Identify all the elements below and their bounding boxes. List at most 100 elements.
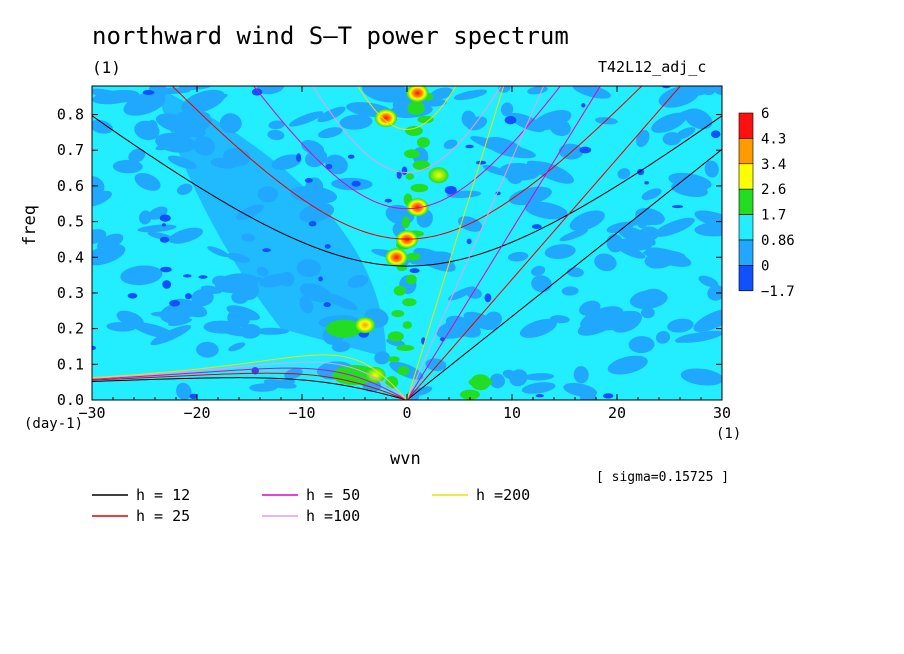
field-patch	[410, 183, 429, 193]
field-patch	[405, 274, 417, 285]
field-patch	[579, 146, 592, 154]
field-patch	[176, 382, 192, 400]
field-patch	[509, 186, 552, 206]
field-patch	[253, 327, 289, 335]
field-patch	[384, 198, 392, 203]
field-patch	[580, 306, 624, 331]
colorbar-swatch	[738, 239, 754, 266]
field-patch	[504, 116, 517, 125]
field-patch	[535, 394, 544, 398]
y-tick-label: 0.6	[57, 177, 84, 195]
field-patch	[403, 149, 420, 159]
dispersion-curve	[92, 361, 408, 400]
spectral-peak	[385, 248, 408, 267]
field-patch	[628, 336, 655, 354]
dispersion-curve	[92, 367, 408, 400]
field-patch	[443, 139, 458, 149]
field-patch	[550, 315, 570, 324]
field-patch	[453, 89, 488, 101]
field-patch	[132, 322, 177, 339]
colorbar-swatch	[738, 163, 754, 190]
legend-label: h = 25	[136, 507, 190, 525]
field-patch	[391, 310, 405, 318]
x-axis-units: (1)	[716, 426, 742, 442]
field-patch	[402, 298, 417, 307]
field-patch	[405, 173, 415, 180]
field-patch	[710, 130, 721, 138]
field-patch	[387, 356, 400, 363]
field-patch	[563, 382, 598, 398]
field-patch	[544, 244, 576, 260]
field-patch	[484, 293, 492, 303]
field-patch	[573, 366, 589, 384]
field-patch	[228, 342, 246, 352]
field-patch	[144, 119, 158, 137]
x-tick-label: −20	[183, 404, 210, 422]
field-patch	[249, 383, 278, 392]
field-patch	[651, 112, 687, 133]
field-patch	[698, 275, 719, 288]
field-patch	[500, 102, 514, 117]
legend-label: h =200	[476, 486, 530, 504]
field-patch	[324, 244, 331, 249]
field-patch	[351, 180, 361, 187]
field-patch	[412, 160, 431, 171]
field-patch	[463, 311, 498, 331]
field-patch	[288, 111, 324, 127]
field-patch	[402, 321, 412, 329]
field-patch	[687, 86, 714, 96]
colorbar-swatch	[738, 112, 754, 139]
spectral-peak	[406, 86, 429, 103]
field-patch	[475, 160, 487, 165]
field-patch	[531, 275, 552, 293]
field-patch	[339, 114, 373, 130]
colorbar-label: 1.7	[761, 208, 786, 224]
field-patch	[671, 205, 684, 209]
spectral-peak	[470, 374, 491, 391]
y-tick-label: 0.3	[57, 284, 84, 302]
field-patch	[267, 129, 285, 141]
field-patch	[466, 287, 482, 299]
field-patch	[304, 178, 313, 183]
field-patch	[191, 288, 214, 307]
field-patch	[176, 183, 193, 195]
dispersion-curve	[92, 115, 722, 267]
x-tick-label: 20	[608, 404, 626, 422]
field-patch	[678, 330, 722, 343]
field-patch	[139, 210, 152, 225]
field-patch	[694, 222, 722, 237]
colorbar-swatch	[738, 265, 754, 292]
colorbar-label: 2.6	[761, 182, 786, 198]
field-patch	[301, 140, 325, 155]
spectral-peak	[365, 367, 386, 383]
field-patch	[603, 393, 614, 399]
field-patch	[465, 144, 474, 149]
field-patch	[92, 244, 126, 266]
field-patch	[519, 318, 557, 338]
field-patch	[325, 154, 348, 175]
field-patch	[168, 227, 204, 244]
field-patch	[92, 89, 140, 105]
x-tick-label: −10	[288, 404, 315, 422]
sigma-annotation: [ sigma=0.15725 ]	[596, 470, 730, 485]
field-patch	[644, 181, 649, 185]
field-patch	[499, 162, 541, 181]
field-patch	[531, 265, 546, 277]
x-tick-label: −30	[78, 404, 105, 422]
dispersion-curve	[92, 372, 408, 400]
field-patch	[444, 185, 457, 195]
y-tick-label: 0.4	[57, 248, 84, 266]
field-patch	[134, 172, 161, 191]
field-patch	[655, 331, 671, 344]
field-patch	[159, 236, 170, 243]
field-patch	[183, 274, 192, 278]
field-patch	[396, 170, 402, 179]
field-patch	[268, 120, 285, 130]
field-patch	[684, 108, 713, 130]
field-patch	[325, 163, 333, 170]
field-patch	[507, 251, 529, 262]
field-patch	[694, 210, 722, 230]
field-patch	[526, 160, 571, 184]
colorbar-label: 3.4	[761, 157, 786, 173]
field-patch	[92, 175, 105, 195]
